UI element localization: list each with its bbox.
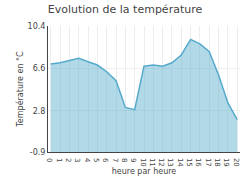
svg-text:2.8: 2.8 xyxy=(33,107,46,116)
svg-text:10: 10 xyxy=(139,158,147,167)
svg-text:19: 19 xyxy=(222,158,230,167)
svg-text:6: 6 xyxy=(101,158,109,163)
svg-text:16: 16 xyxy=(194,158,202,167)
svg-text:4: 4 xyxy=(83,158,91,163)
svg-text:14: 14 xyxy=(176,158,184,167)
svg-text:Evolution de la température: Evolution de la température xyxy=(48,3,203,16)
svg-text:2: 2 xyxy=(64,158,72,162)
svg-text:15: 15 xyxy=(185,158,193,167)
svg-text:17: 17 xyxy=(204,158,212,167)
svg-text:7: 7 xyxy=(111,158,119,162)
svg-text:12: 12 xyxy=(157,158,165,167)
svg-text:9: 9 xyxy=(129,158,137,162)
svg-text:11: 11 xyxy=(148,158,156,167)
svg-text:0: 0 xyxy=(45,158,53,162)
svg-text:Température en °C: Température en °C xyxy=(15,51,25,128)
svg-text:-0.9: -0.9 xyxy=(30,148,46,157)
svg-text:18: 18 xyxy=(213,158,221,167)
svg-text:1: 1 xyxy=(55,158,63,162)
svg-text:13: 13 xyxy=(166,158,174,167)
svg-text:20: 20 xyxy=(232,158,240,167)
svg-text:5: 5 xyxy=(92,158,100,162)
svg-text:8: 8 xyxy=(120,158,128,162)
svg-text:10.4: 10.4 xyxy=(28,22,46,31)
svg-text:6.6: 6.6 xyxy=(33,64,46,73)
svg-text:3: 3 xyxy=(73,158,81,162)
svg-text:heure par heure: heure par heure xyxy=(112,167,177,176)
